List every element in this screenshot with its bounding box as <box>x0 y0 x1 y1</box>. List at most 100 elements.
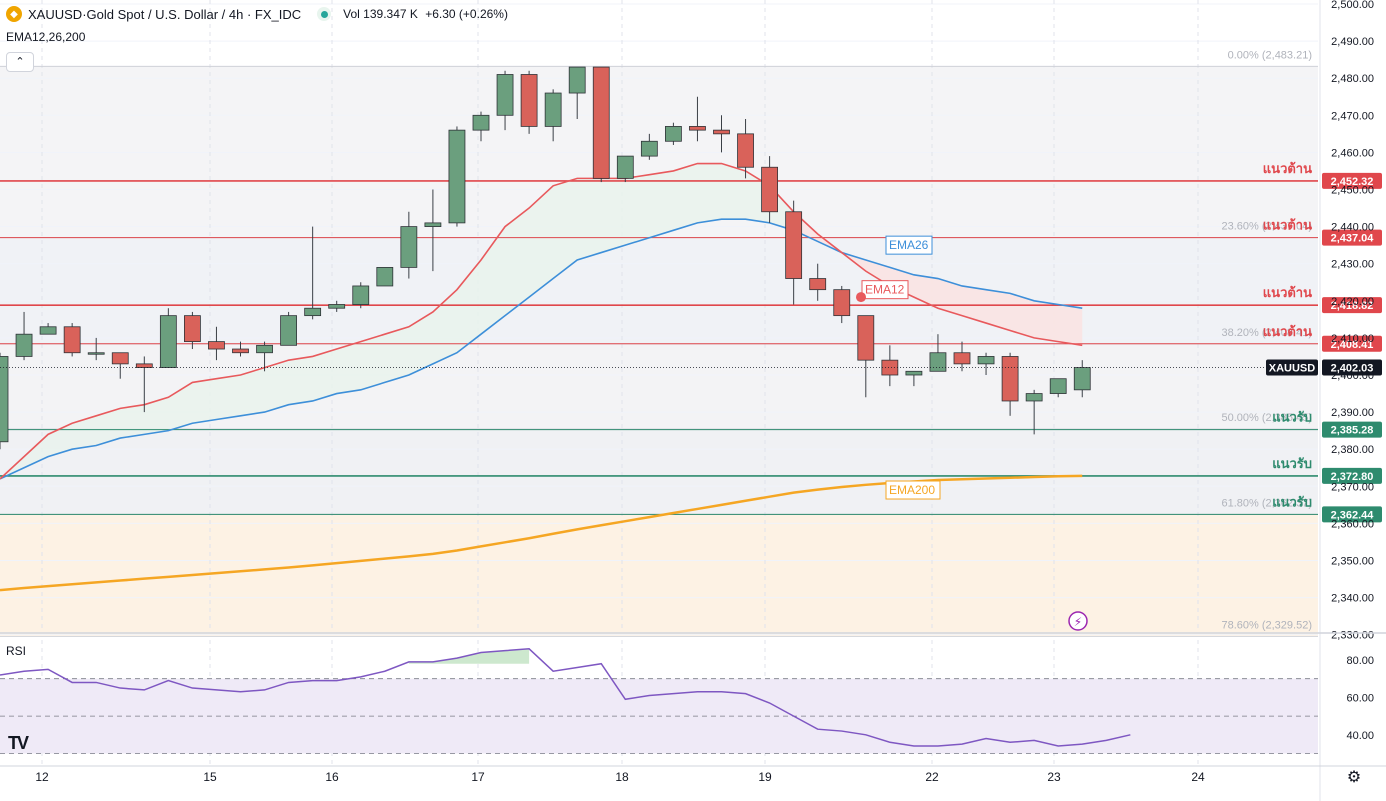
candle-body <box>159 315 177 368</box>
candle-body <box>568 66 586 94</box>
price-axis-tick: 2,410.00 <box>1331 333 1374 345</box>
sr-zone-label: แนวรับ <box>1272 495 1312 510</box>
fib-level-label: 38.20% (2,408.41) <box>1221 327 1312 339</box>
candle-body <box>232 348 249 354</box>
interval[interactable]: 4h <box>228 6 244 22</box>
price-level-value: 2,437.04 <box>1331 233 1375 245</box>
price-level-tag <box>1322 172 1382 189</box>
price-axis-tick: 2,480.00 <box>1331 73 1374 85</box>
candle-body <box>520 74 538 127</box>
price-level-value: 2,418.82 <box>1331 300 1374 312</box>
header-separator: · <box>82 6 87 22</box>
price-level-tag <box>1322 467 1382 484</box>
candle-body <box>953 352 971 365</box>
price-level-tag <box>1322 421 1382 438</box>
volume-readout: Vol 139.347 K +6.30 (+0.26%) <box>343 7 508 21</box>
candle-body <box>1073 367 1091 391</box>
chevron-up-icon[interactable]: ⌃ <box>6 52 34 72</box>
ema-tag-box <box>861 280 909 300</box>
time-axis-tick: 12 <box>35 770 49 784</box>
candle-body <box>833 289 851 317</box>
candle-body <box>496 74 514 116</box>
price-axis-tick: 2,330.00 <box>1331 630 1374 642</box>
candle-body <box>905 370 923 376</box>
last-price-value: 2,402.03 <box>1331 362 1374 374</box>
candle-body <box>472 114 490 131</box>
time-axis-tick: 16 <box>325 770 339 784</box>
candle-body <box>208 341 225 350</box>
price-axis-tick: 2,370.00 <box>1331 481 1374 493</box>
last-price-tag <box>1322 359 1382 376</box>
candle-body <box>87 352 105 355</box>
candle-body <box>304 307 322 317</box>
tradingview-logo-icon[interactable]: TV <box>8 733 29 753</box>
candle-body <box>785 211 803 279</box>
gear-icon[interactable]: ⚙ <box>1346 769 1362 786</box>
volume-label: Vol <box>343 7 360 21</box>
fib-zone <box>0 514 1318 637</box>
candle-body <box>111 352 129 365</box>
candle-body <box>400 226 418 268</box>
candle-body <box>713 129 730 135</box>
price-level-tag <box>1322 297 1382 314</box>
symbol-name[interactable]: XAUUSD <box>28 6 83 22</box>
candle-body <box>881 359 899 376</box>
data-source: FX_IDC <box>254 6 302 22</box>
candle-body <box>929 352 947 372</box>
candle-body <box>15 333 33 357</box>
lightning-icon <box>1068 611 1088 631</box>
symbol-tag <box>1266 359 1318 376</box>
price-axis-tick: 2,500.00 <box>1331 0 1374 11</box>
price-level-value: 2,452.32 <box>1331 176 1374 188</box>
price-axis-tick: 2,490.00 <box>1331 36 1374 48</box>
price-axis-tick: 2,390.00 <box>1331 407 1374 419</box>
price-level-value: 2,385.28 <box>1331 425 1374 437</box>
candle-body <box>376 267 394 287</box>
price-axis-tick: 2,440.00 <box>1331 222 1374 234</box>
rsi-axis-tick: 60.00 <box>1346 692 1374 704</box>
ema12-marker <box>856 292 866 303</box>
price-axis-tick: 2,450.00 <box>1331 185 1374 197</box>
ema26-line <box>0 218 1083 480</box>
candle-body <box>63 326 81 354</box>
price-level-value: 2,372.80 <box>1331 471 1374 483</box>
time-axis-tick: 23 <box>1047 770 1061 784</box>
fib-zone <box>0 237 1318 344</box>
rsi-axis-tick: 80.00 <box>1346 655 1374 667</box>
sr-zone-label: แนวต้าน <box>1263 218 1312 234</box>
candle-body <box>809 278 827 291</box>
fib-level-label: 23.60% (2,437.04) <box>1221 221 1312 233</box>
lightning-icon-glyph: ⚡ <box>1074 615 1082 629</box>
candle-body <box>689 126 706 131</box>
candle-body <box>592 66 610 179</box>
candle-body <box>616 155 634 179</box>
ema-tag-box <box>885 480 941 500</box>
price-level-tag <box>1322 506 1382 523</box>
price-level-value: 2,362.44 <box>1331 509 1375 521</box>
candle-body <box>352 285 370 305</box>
price-axis-tick: 2,400.00 <box>1331 370 1374 382</box>
candle-body <box>1001 356 1019 402</box>
market-open-dot-icon <box>317 7 332 21</box>
price-change: +6.30 (+0.26%) <box>425 7 508 21</box>
price-axis-tick: 2,420.00 <box>1331 296 1374 308</box>
price-axis-tick: 2,350.00 <box>1331 556 1374 568</box>
sr-zone-label: แนวต้าน <box>1263 324 1312 340</box>
fib-level-label: 0.00% (2,483.21) <box>1228 49 1312 61</box>
ema-tag-box <box>885 235 933 255</box>
candle-body <box>183 315 201 343</box>
candle-body <box>640 140 658 157</box>
sr-zone-label: แนวรับ <box>1272 457 1312 472</box>
ema-cloud-bull <box>0 163 1083 479</box>
ema-tag-label: EMA12 <box>865 283 905 297</box>
candle-body <box>665 126 682 142</box>
candle-body <box>135 363 153 368</box>
rsi-indicator-legend[interactable]: RSI <box>6 644 27 658</box>
candle-body <box>280 315 298 346</box>
symbol-tag-label: XAUUSD <box>1269 362 1316 374</box>
time-axis-tick: 24 <box>1191 770 1205 784</box>
ema-indicator-legend[interactable]: EMA12,26,200 <box>6 30 86 44</box>
time-axis-tick: 18 <box>615 770 629 784</box>
candle-body <box>977 356 995 365</box>
